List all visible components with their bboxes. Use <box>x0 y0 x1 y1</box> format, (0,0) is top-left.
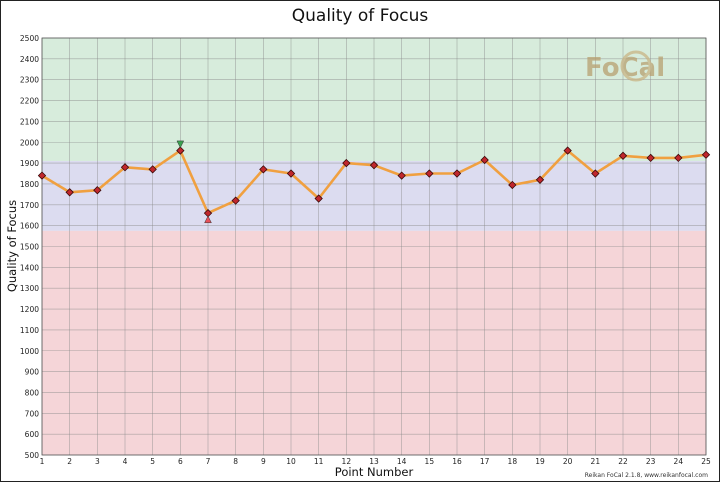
series-layer <box>37 146 711 218</box>
plot-border <box>41 37 707 456</box>
y-tick-label: 1000 <box>20 347 39 356</box>
y-tick-label: 1600 <box>20 222 39 231</box>
data-point <box>646 153 655 163</box>
x-tick-label: 21 <box>591 457 601 466</box>
y-tick-label: 1300 <box>20 284 39 293</box>
data-point <box>701 150 711 159</box>
y-tick-label: 2400 <box>20 55 39 64</box>
x-tick-label: 23 <box>646 457 656 466</box>
x-tick-label: 6 <box>178 457 183 466</box>
data-point <box>342 158 351 168</box>
y-tick-label: 2100 <box>20 117 39 126</box>
data-point <box>452 169 462 178</box>
data-point <box>37 171 47 180</box>
x-axis-ticks: 1 2 3 4 5 6 7 8 9 10 11 12 13 14 15 16 17 18 19 20 21 22 23 24 2… <box>40 457 711 466</box>
y-tick-label: 1500 <box>20 243 39 252</box>
y-tick-label: 800 <box>25 388 40 397</box>
y-tick-label: 600 <box>25 430 40 439</box>
x-tick-label: 13 <box>369 457 379 466</box>
data-point <box>93 186 102 195</box>
grid-lines <box>41 37 707 456</box>
data-point <box>674 153 683 163</box>
data-point <box>591 169 600 178</box>
x-tick-label: 25 <box>701 457 711 466</box>
y-tick-label: 1900 <box>20 159 39 168</box>
y-tick-label: 1700 <box>20 201 39 210</box>
y-axis-label: Quality of Focus <box>5 200 19 292</box>
data-point <box>563 146 572 155</box>
x-tick-label: 5 <box>150 457 155 466</box>
x-tick-label: 7 <box>206 457 211 466</box>
y-tick-label: 2200 <box>20 97 39 106</box>
x-tick-label: 15 <box>425 457 435 466</box>
x-tick-label: 19 <box>535 457 545 466</box>
x-tick-label: 16 <box>452 457 462 466</box>
data-point <box>286 169 296 178</box>
x-tick-label: 2 <box>67 457 72 466</box>
y-tick-label: 2500 <box>20 34 39 43</box>
x-tick-label: 12 <box>342 457 352 466</box>
data-point <box>425 169 434 178</box>
x-tick-label: 8 <box>233 457 238 466</box>
y-tick-label: 500 <box>25 451 40 460</box>
data-point <box>176 146 185 155</box>
data-point <box>314 194 323 203</box>
x-axis-label: Point Number <box>335 465 414 479</box>
y-axis-ticks: 500 600 700 800 900 1000 1100 1200 1300 1400 1500 1… <box>20 34 39 460</box>
triangle-up-marker <box>204 215 212 224</box>
x-tick-label: 22 <box>618 457 628 466</box>
x-tick-label: 11 <box>314 457 324 466</box>
y-tick-label: 1100 <box>20 326 39 335</box>
focal-logo: FoCal <box>585 50 665 83</box>
data-point <box>148 165 157 174</box>
data-point <box>120 163 130 172</box>
footer-credit: Reikan FoCal 2.1.8, www.reikanfocal.com <box>585 472 708 479</box>
data-point <box>618 151 628 160</box>
data-point <box>480 155 489 165</box>
x-tick-label: 17 <box>480 457 490 466</box>
x-tick-label: 9 <box>261 457 266 466</box>
data-point <box>369 161 379 170</box>
data-point <box>65 188 74 197</box>
logo-ring <box>620 50 652 82</box>
x-tick-label: 1 <box>40 457 45 466</box>
data-point <box>508 180 517 190</box>
triangle-down-marker <box>176 140 185 149</box>
y-tick-label: 1800 <box>20 180 39 189</box>
data-point <box>397 171 406 180</box>
y-tick-label: 2300 <box>20 76 39 85</box>
y-tick-label: 1200 <box>20 305 39 314</box>
y-tick-label: 900 <box>25 368 40 377</box>
y-tick-label: 1400 <box>20 263 39 272</box>
x-tick-label: 18 <box>508 457 518 466</box>
data-point <box>231 196 240 205</box>
x-tick-label: 3 <box>95 457 100 466</box>
y-tick-label: 700 <box>25 409 40 418</box>
chart-title: Quality of Focus <box>291 6 429 26</box>
data-point <box>535 175 545 184</box>
x-tick-label: 24 <box>674 457 684 466</box>
x-tick-label: 14 <box>397 457 407 466</box>
x-tick-label: 20 <box>563 457 573 466</box>
y-tick-label: 2000 <box>20 138 39 147</box>
x-tick-label: 4 <box>123 457 128 466</box>
data-point <box>259 165 268 174</box>
x-tick-label: 10 <box>286 457 296 466</box>
marker-layer <box>176 140 212 224</box>
